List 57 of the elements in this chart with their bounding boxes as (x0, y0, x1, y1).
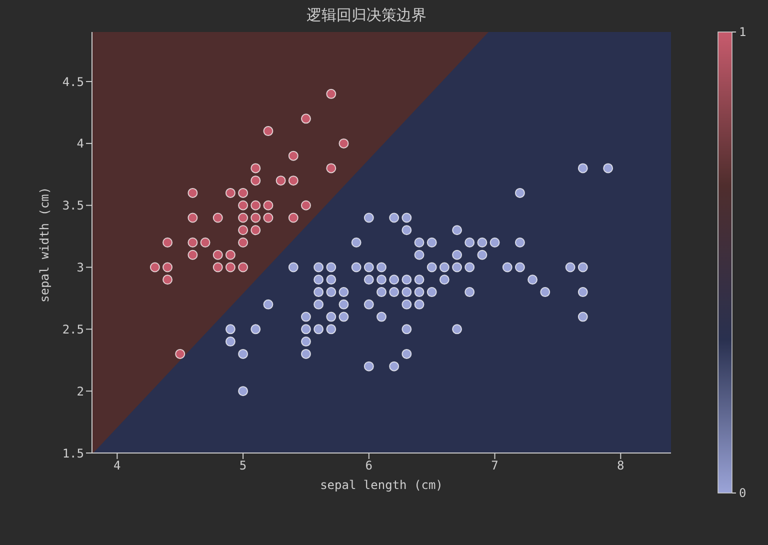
point (288, 212, 298, 223)
point (150, 262, 160, 272)
color-bar-label: 0 (739, 486, 746, 500)
x-axis-title: sepal length (cm) (320, 478, 443, 492)
point (250, 225, 261, 236)
point (238, 238, 248, 248)
point (250, 212, 261, 223)
point (188, 188, 198, 198)
y-tick-label: 2 (76, 384, 84, 398)
point (225, 250, 236, 260)
point (250, 176, 261, 186)
point (338, 138, 349, 148)
point (326, 163, 336, 174)
point (300, 114, 311, 124)
point (263, 126, 274, 136)
point (263, 212, 274, 223)
y-tick-label: 4 (76, 136, 84, 151)
point (162, 238, 173, 248)
point (162, 262, 173, 272)
point (238, 200, 248, 210)
point (175, 348, 186, 359)
point (225, 188, 236, 198)
point (326, 88, 336, 99)
y-tick-label: 3.5 (62, 198, 84, 213)
point (200, 238, 210, 248)
color-bar-label: 1 (739, 25, 746, 39)
x-tick-label: 6 (365, 458, 373, 473)
point (250, 163, 261, 174)
y-tick-label: 3 (76, 260, 84, 275)
chart-title: 逻辑回归决策边界 (306, 6, 428, 25)
point (238, 262, 248, 272)
y-tick-label: 1.5 (62, 446, 84, 460)
point (238, 225, 248, 236)
point (212, 262, 223, 272)
x-tick-label: 7 (491, 458, 498, 473)
y-tick-label: 2.5 (62, 322, 84, 336)
point (288, 150, 298, 161)
point (276, 176, 286, 186)
y-tick-label: 4.5 (62, 74, 84, 89)
point (212, 250, 223, 260)
point (188, 250, 198, 260)
x-tick-label: 5 (239, 458, 247, 473)
y-axis-title: sepal width (cm) (37, 186, 52, 302)
point (238, 188, 248, 198)
point (188, 212, 198, 223)
point (263, 200, 274, 210)
point (212, 212, 223, 223)
point (225, 262, 236, 272)
point (250, 200, 261, 210)
point (188, 238, 198, 248)
point (238, 212, 248, 223)
x-tick-label: 8 (617, 458, 624, 473)
point (288, 176, 298, 186)
point (300, 200, 311, 210)
color-scale: 0 1 (718, 22, 758, 503)
point (162, 274, 173, 285)
x-tick-label: 4 (114, 458, 121, 473)
